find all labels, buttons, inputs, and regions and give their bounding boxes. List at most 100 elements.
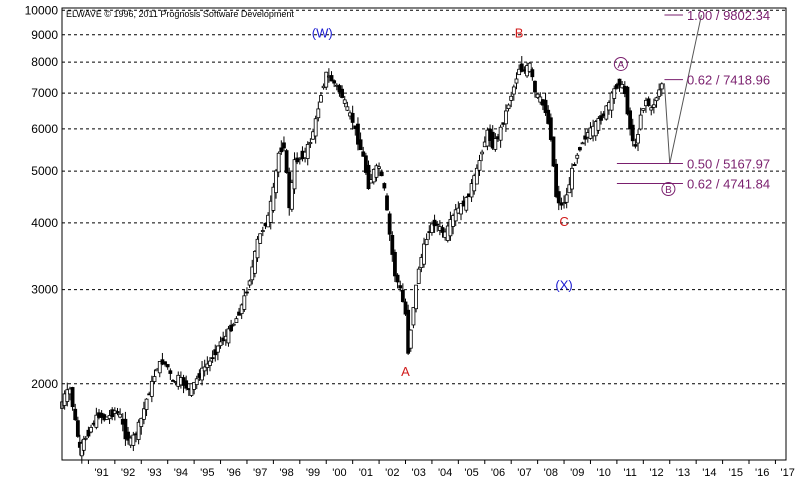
candle-body <box>614 84 619 89</box>
candle-body <box>316 108 321 119</box>
candle-body <box>435 223 440 226</box>
candle-body <box>617 78 622 86</box>
candle-body <box>519 63 524 72</box>
candle-body <box>144 398 149 410</box>
candle-body <box>400 289 405 303</box>
candle-body <box>226 328 231 344</box>
candle-body <box>73 408 78 421</box>
candle-body <box>94 414 99 428</box>
candle-body <box>572 164 577 166</box>
candle-body <box>332 80 337 84</box>
x-tick-label: '94 <box>174 467 188 479</box>
candle-body <box>363 155 368 173</box>
x-tick-label: '95 <box>200 467 214 479</box>
candle-body <box>659 83 664 90</box>
candle-body <box>260 230 265 232</box>
candle-body <box>152 376 157 382</box>
candle-body <box>345 106 350 111</box>
candle-body <box>83 437 88 440</box>
target-label: 0.62 / 7418.96 <box>687 73 770 88</box>
candle-body <box>562 202 566 205</box>
candle-body <box>350 112 355 123</box>
candle-body <box>75 420 80 437</box>
candle-body <box>81 438 86 451</box>
candle-body <box>649 107 654 111</box>
candle-body <box>575 154 580 159</box>
candle-body <box>258 233 263 244</box>
candle-body <box>139 417 144 427</box>
candle-body <box>577 147 582 151</box>
candle-body <box>535 93 540 98</box>
candle-body <box>70 387 75 408</box>
x-tick-label: '14 <box>702 467 716 479</box>
x-tick-label: '98 <box>279 467 293 479</box>
candle-body <box>305 144 310 159</box>
candle-body <box>295 157 300 163</box>
target-label: 0.50 / 5167.97 <box>687 156 770 171</box>
candle-body <box>157 361 162 374</box>
candle-body <box>393 251 397 277</box>
x-tick-label: '00 <box>332 467 346 479</box>
candle-body <box>530 69 535 78</box>
candle-body <box>242 295 247 310</box>
candle-body <box>459 203 463 215</box>
candle-body <box>382 183 387 189</box>
candle-body <box>604 105 609 120</box>
candle-body <box>123 418 128 440</box>
candle-body <box>583 135 588 140</box>
candle-body <box>194 378 199 386</box>
candle-body <box>65 389 70 402</box>
wave-label: C <box>559 214 568 229</box>
wave-circle <box>661 182 676 197</box>
candle-body <box>342 99 347 104</box>
candle-body <box>387 213 392 235</box>
candle-body <box>184 380 189 389</box>
candle-body <box>543 99 548 114</box>
candle-body <box>625 86 630 115</box>
candle-body <box>514 78 519 84</box>
candle-body <box>556 191 561 204</box>
candle-body <box>411 307 416 326</box>
x-tick-label: '91 <box>94 467 108 479</box>
candle-body <box>511 86 516 95</box>
candle-body <box>517 68 522 76</box>
candle-body <box>115 411 120 414</box>
candle-body <box>657 89 662 97</box>
candle-body <box>366 164 371 190</box>
wave-label: A <box>401 364 410 379</box>
x-tick-label: '15 <box>729 467 743 479</box>
candle-body <box>628 110 633 130</box>
candle-body <box>403 301 408 315</box>
candle-body <box>210 357 215 360</box>
candle-body <box>361 151 366 157</box>
candle-body <box>390 234 395 255</box>
candle-body <box>268 200 273 223</box>
candle-body <box>276 152 281 173</box>
candle-body <box>424 239 429 245</box>
candle-body <box>136 421 141 440</box>
candle-body <box>274 170 278 194</box>
candle-body <box>289 182 294 210</box>
candle-body <box>498 126 503 141</box>
candle-body <box>282 142 286 149</box>
candle-body <box>570 167 574 190</box>
wave-circle <box>613 56 628 71</box>
candle-body <box>377 166 381 169</box>
candle-body <box>308 142 313 145</box>
candle-body <box>477 160 482 171</box>
candle-body <box>385 195 389 211</box>
x-tick-label: '96 <box>227 467 241 479</box>
x-tick-label: '93 <box>147 467 161 479</box>
candle-body <box>271 186 276 211</box>
candle-body <box>374 165 379 178</box>
candle-body <box>596 118 601 131</box>
candle-body <box>509 95 514 101</box>
x-tick-label: '99 <box>306 467 320 479</box>
candle-body <box>163 361 167 365</box>
candle-body <box>319 95 323 103</box>
candle-body <box>107 415 112 420</box>
wave-label: (X) <box>555 278 572 293</box>
candle-body <box>641 108 646 111</box>
